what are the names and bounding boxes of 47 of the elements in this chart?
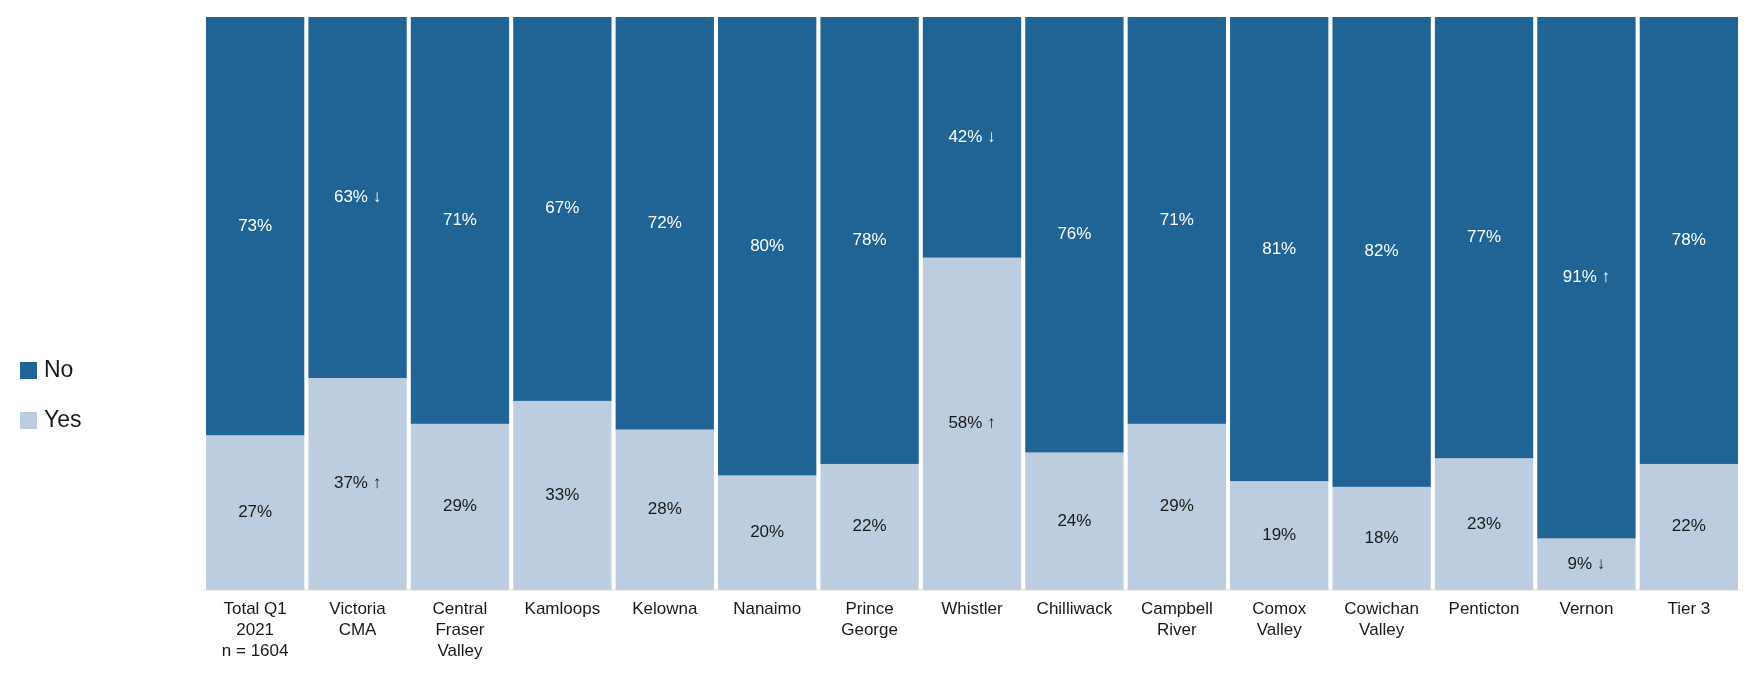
x-tick-label: Chilliwack bbox=[1036, 599, 1113, 618]
data-label: 67% bbox=[545, 198, 580, 218]
x-tick-label: Penticton bbox=[1448, 599, 1520, 618]
x-tick-label: Victoria CMA bbox=[329, 599, 387, 639]
data-label: 76% bbox=[1057, 224, 1092, 244]
data-label: 72% bbox=[647, 212, 682, 232]
data-label: 77% bbox=[1467, 227, 1502, 247]
data-label: 42% ↓ bbox=[948, 126, 996, 146]
data-label: 80% bbox=[750, 235, 785, 255]
data-label: 73% bbox=[238, 215, 273, 235]
data-label: 37% ↑ bbox=[333, 473, 382, 493]
data-label: 9% ↓ bbox=[1567, 553, 1606, 573]
data-label: 29% bbox=[442, 496, 477, 516]
data-label: 23% bbox=[1467, 513, 1502, 533]
data-label: 81% bbox=[1262, 238, 1297, 258]
data-label: 63% ↓ bbox=[333, 186, 382, 206]
x-tick-label: Campbell River bbox=[1140, 599, 1213, 639]
x-tick-label: Comox Valley bbox=[1252, 599, 1307, 639]
x-tick-label: Prince George bbox=[841, 599, 898, 639]
data-label: 71% bbox=[1159, 209, 1194, 229]
data-label: 82% bbox=[1364, 241, 1399, 261]
data-label: 28% bbox=[647, 499, 682, 519]
legend-label: Yes bbox=[44, 406, 82, 433]
x-tick-label: Kamloops bbox=[524, 599, 601, 618]
data-label: 78% bbox=[852, 229, 887, 249]
data-label: 27% bbox=[238, 502, 273, 522]
data-label: 58% ↑ bbox=[948, 413, 996, 433]
data-label: 33% bbox=[545, 484, 580, 504]
x-tick-label: Central Fraser Valley bbox=[432, 599, 488, 660]
data-label: 24% bbox=[1057, 510, 1092, 530]
data-label: 91% ↑ bbox=[1562, 267, 1611, 287]
x-tick-label: Whistler bbox=[941, 599, 1004, 618]
x-tick-label: Kelowna bbox=[632, 599, 698, 618]
data-label: 19% bbox=[1262, 525, 1297, 545]
data-label: 22% bbox=[852, 516, 887, 536]
x-tick-label: Total Q1 2021 n = 1604 bbox=[221, 599, 289, 660]
x-tick-label: Cowichan Valley bbox=[1344, 599, 1419, 639]
data-label: 22% bbox=[1671, 516, 1706, 536]
data-label: 71% bbox=[442, 209, 477, 229]
data-label: 78% bbox=[1671, 229, 1706, 249]
data-label: 20% bbox=[750, 522, 785, 542]
x-tick-label: Vernon bbox=[1559, 599, 1614, 618]
data-label: 18% bbox=[1364, 527, 1399, 547]
x-tick-label: Tier 3 bbox=[1667, 599, 1711, 618]
x-tick-label: Nanaimo bbox=[733, 599, 802, 618]
legend-label: No bbox=[44, 356, 74, 383]
data-label: 29% bbox=[1159, 496, 1194, 516]
